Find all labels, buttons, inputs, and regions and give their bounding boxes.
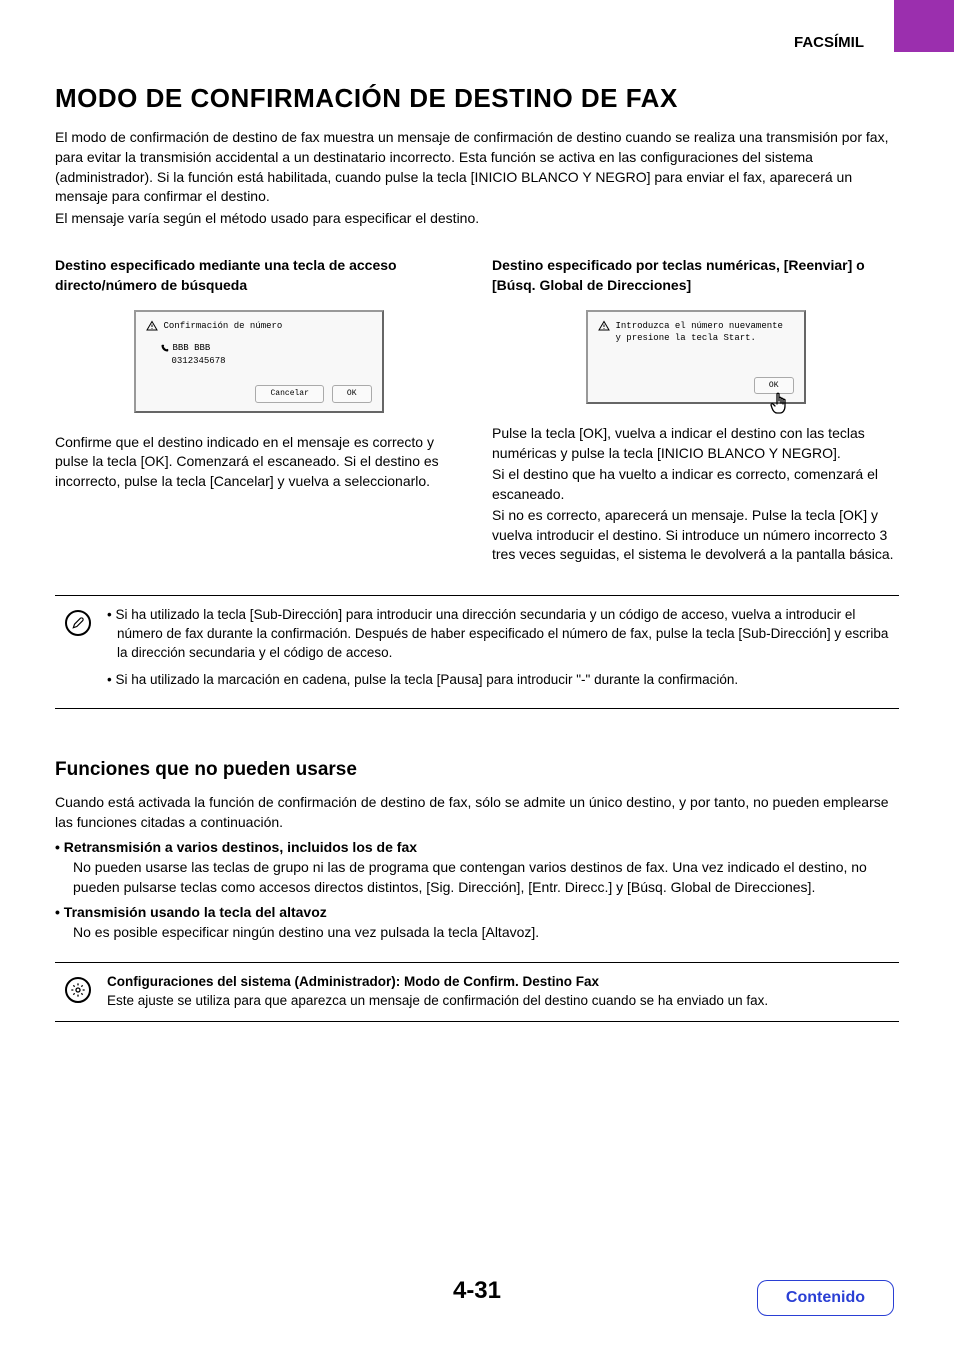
page-title: MODO DE CONFIRMACIÓN DE DESTINO DE FAX bbox=[55, 80, 899, 116]
right-desc-p2: Si el destino que ha vuelto a indicar es… bbox=[492, 465, 899, 504]
intro-block: El modo de confirmación de destino de fa… bbox=[55, 128, 899, 228]
note-item: Si ha utilizado la tecla [Sub-Dirección]… bbox=[107, 606, 899, 663]
right-dialog-wrap: Introduzca el número nuevamente y presio… bbox=[492, 310, 899, 404]
right-desc-p1: Pulse la tecla [OK], vuelva a indicar el… bbox=[492, 424, 899, 463]
dialog-number: 0312345678 bbox=[160, 355, 372, 368]
functions-intro: Cuando está activada la función de confi… bbox=[55, 793, 899, 832]
cancel-button[interactable]: Cancelar bbox=[255, 385, 323, 402]
warning-icon bbox=[146, 320, 158, 332]
section-header: FACSÍMIL bbox=[794, 32, 864, 53]
two-column-layout: Destino especificado mediante una tecla … bbox=[55, 256, 899, 567]
dialog-contact: BBB BBB bbox=[173, 342, 211, 355]
right-heading: Destino especificado por teclas numérica… bbox=[492, 256, 899, 295]
left-desc: Confirme que el destino indicado en el m… bbox=[55, 433, 462, 492]
dialog-title: Confirmación de número bbox=[164, 320, 283, 333]
confirm-dialog-left: Confirmación de número BBB BBB 031234567… bbox=[134, 310, 384, 413]
gear-icon bbox=[65, 977, 91, 1003]
hand-cursor-icon bbox=[768, 392, 792, 418]
intro-p1: El modo de confirmación de destino de fa… bbox=[55, 128, 899, 206]
pencil-note-icon bbox=[65, 610, 91, 636]
func-b2-desc: No es posible especificar ningún destino… bbox=[55, 923, 899, 943]
note-list: Si ha utilizado la tecla [Sub-Dirección]… bbox=[107, 606, 899, 698]
func-b1-desc: No pueden usarse las teclas de grupo ni … bbox=[55, 858, 899, 897]
admin-title: Configuraciones del sistema (Administrad… bbox=[107, 973, 768, 992]
admin-desc: Este ajuste se utiliza para que aparezca… bbox=[107, 992, 768, 1011]
note-box: Si ha utilizado la tecla [Sub-Dirección]… bbox=[55, 595, 899, 709]
warning-icon bbox=[598, 320, 610, 332]
dialog-message: Introduzca el número nuevamente y presio… bbox=[616, 320, 794, 345]
functions-heading: Funciones que no pueden usarse bbox=[55, 757, 899, 784]
ok-button[interactable]: OK bbox=[332, 385, 372, 402]
note-item: Si ha utilizado la marcación en cadena, … bbox=[107, 671, 899, 690]
confirm-dialog-right: Introduzca el número nuevamente y presio… bbox=[586, 310, 806, 404]
admin-box: Configuraciones del sistema (Administrad… bbox=[55, 962, 899, 1022]
phone-icon bbox=[160, 344, 169, 353]
left-column: Destino especificado mediante una tecla … bbox=[55, 256, 462, 567]
page-content: MODO DE CONFIRMACIÓN DE DESTINO DE FAX E… bbox=[0, 0, 954, 1022]
accent-tab bbox=[894, 0, 954, 52]
func-b1-title: Retransmisión a varios destinos, incluid… bbox=[55, 838, 899, 858]
intro-p2: El mensaje varía según el método usado p… bbox=[55, 209, 899, 229]
contents-button[interactable]: Contenido bbox=[757, 1280, 894, 1316]
left-heading: Destino especificado mediante una tecla … bbox=[55, 256, 462, 295]
right-desc-p3: Si no es correcto, aparecerá un mensaje.… bbox=[492, 506, 899, 565]
left-dialog-wrap: Confirmación de número BBB BBB 031234567… bbox=[55, 310, 462, 413]
func-b2-title: Transmisión usando la tecla del altavoz bbox=[55, 903, 899, 923]
right-column: Destino especificado por teclas numérica… bbox=[492, 256, 899, 567]
